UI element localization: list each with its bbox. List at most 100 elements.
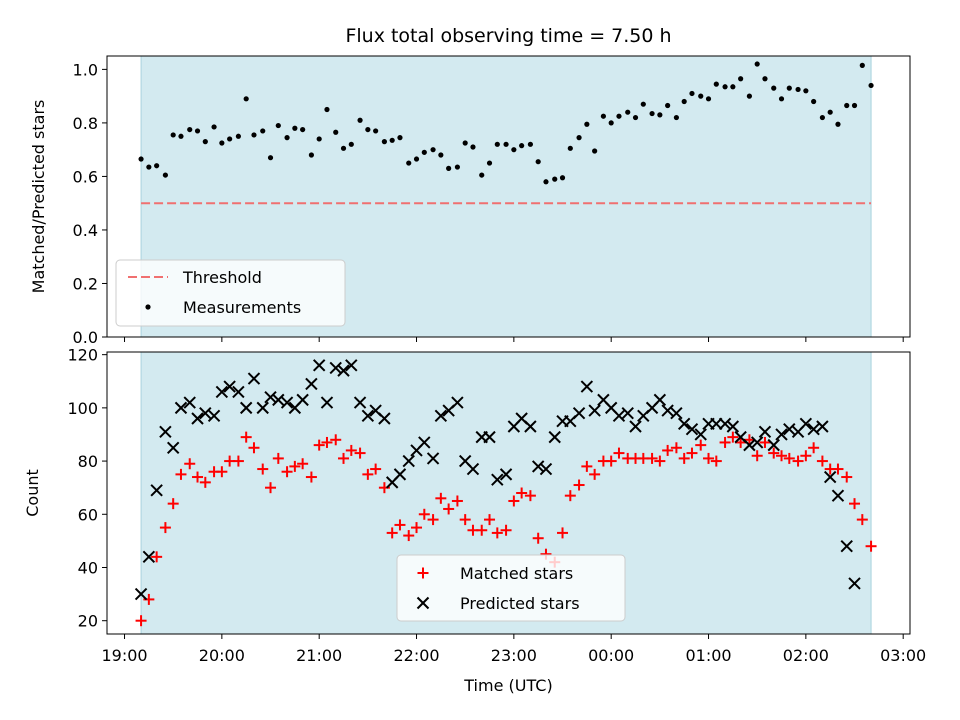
predicted-star-point-b bbox=[215, 385, 229, 399]
matched-star-point bbox=[135, 615, 147, 627]
predicted-star-point bbox=[848, 577, 861, 590]
matched-star-point bbox=[743, 434, 755, 446]
measurement-point bbox=[413, 156, 420, 162]
matched-star-point bbox=[394, 519, 406, 531]
matched-star-point bbox=[321, 436, 333, 448]
matched-star-point bbox=[589, 468, 601, 480]
matched-star-point bbox=[192, 471, 204, 483]
predicted-star-point bbox=[305, 377, 318, 391]
predicted-star-point bbox=[256, 401, 269, 415]
matched-star-point bbox=[199, 476, 211, 488]
matched-star-point bbox=[759, 436, 771, 448]
predicted-star-point-b bbox=[621, 406, 634, 420]
measurement-point bbox=[503, 141, 509, 147]
matched-star-point bbox=[345, 444, 357, 456]
predicted-star-point-b bbox=[726, 420, 740, 433]
measurement-point bbox=[868, 82, 874, 89]
matched-star-point bbox=[849, 498, 861, 510]
predicted-star-point-b bbox=[807, 422, 820, 436]
predicted-star-point-b bbox=[799, 417, 813, 431]
predicted-star-point-b bbox=[174, 401, 188, 415]
measurement-point bbox=[649, 110, 655, 117]
measurement-point bbox=[657, 112, 663, 118]
predicted-star-point-b bbox=[369, 404, 382, 417]
measurement-point bbox=[844, 102, 850, 109]
matched-star-point bbox=[500, 524, 512, 536]
predicted-star-point-b bbox=[661, 404, 674, 417]
measurement-point bbox=[267, 155, 274, 161]
matched-star-point bbox=[532, 532, 544, 544]
measurement-point bbox=[275, 122, 281, 129]
matched-star-point bbox=[865, 540, 877, 552]
predicted-star-point bbox=[548, 430, 561, 444]
measurement-point bbox=[665, 102, 671, 109]
matched-star-point bbox=[856, 514, 868, 526]
predicted-star-point-b bbox=[524, 420, 537, 433]
matched-star-point bbox=[710, 455, 722, 467]
measurement-point bbox=[681, 98, 687, 105]
predicted-star-point bbox=[215, 385, 229, 399]
measurement-point bbox=[479, 172, 485, 178]
top-legend: Threshold Measurements bbox=[115, 259, 346, 327]
predicted-star-point-b bbox=[677, 417, 691, 431]
matched-star-point bbox=[386, 527, 398, 539]
predicted-star-point-b bbox=[134, 587, 148, 601]
measurement-point bbox=[754, 61, 760, 67]
predicted-star-point bbox=[312, 359, 326, 372]
top-legend-box bbox=[115, 259, 346, 327]
predicted-star-point-b bbox=[466, 462, 480, 476]
predicted-star-point bbox=[223, 380, 236, 393]
matched-star-point bbox=[248, 442, 260, 454]
predicted-star-point bbox=[653, 393, 667, 407]
predicted-star-point bbox=[840, 540, 853, 553]
x-tick-label: 03:00 bbox=[880, 646, 926, 665]
predicted-star-point-b bbox=[199, 406, 212, 420]
matched-star-point bbox=[508, 495, 520, 507]
predicted-star-point bbox=[466, 462, 480, 476]
measurement-point bbox=[795, 86, 801, 93]
predicted-star-point-b bbox=[483, 430, 496, 444]
measurement-point bbox=[146, 164, 152, 170]
matched-star-point bbox=[832, 463, 844, 475]
matched-star-point bbox=[670, 442, 682, 454]
predicted-star-point bbox=[337, 364, 350, 377]
predicted-star-point bbox=[718, 417, 732, 431]
measurement-point bbox=[771, 85, 777, 91]
predicted-stars-points bbox=[134, 359, 861, 601]
predicted-star-point bbox=[483, 430, 496, 444]
matched-star-point bbox=[613, 447, 625, 459]
predicted-star-point bbox=[629, 420, 642, 433]
measurement-points bbox=[138, 61, 874, 185]
predicted-star-point bbox=[191, 412, 204, 425]
predicted-star-point bbox=[710, 417, 723, 431]
top-panel: 0.0 0.2 0.4 0.6 0.8 1.0 Flux total observing … bbox=[29, 25, 911, 347]
predicted-star-point bbox=[524, 420, 537, 433]
matched-star-point bbox=[305, 471, 317, 483]
measurement-point bbox=[625, 109, 631, 115]
measurement-point bbox=[219, 140, 225, 146]
measurement-point bbox=[446, 165, 452, 171]
predicted-star-point-b bbox=[159, 425, 172, 439]
predicted-star-point bbox=[345, 359, 358, 372]
bottom-y-tick-label: 100 bbox=[67, 399, 98, 418]
measurement-point bbox=[170, 132, 176, 138]
measurement-point bbox=[292, 125, 298, 131]
predicted-star-point-b bbox=[629, 420, 642, 433]
x-tick-label: 19:00 bbox=[101, 646, 147, 665]
predicted-star-point-b bbox=[345, 359, 358, 372]
matched-star-point bbox=[167, 498, 179, 510]
measurement-point bbox=[486, 160, 493, 166]
predicted-star-point-b bbox=[393, 468, 407, 481]
top-y-tick-label: 0.6 bbox=[73, 167, 98, 186]
matched-star-point bbox=[792, 455, 804, 467]
top-y-tick-label: 0.4 bbox=[73, 221, 98, 240]
matched-star-point bbox=[605, 455, 617, 467]
measurement-point bbox=[235, 133, 241, 139]
measurement-point bbox=[519, 143, 525, 149]
matched-star-point bbox=[151, 551, 163, 563]
predicted-star-point-b bbox=[767, 438, 780, 452]
predicted-star-point-b bbox=[337, 364, 350, 377]
predicted-star-point-b bbox=[653, 393, 667, 407]
matched-star-point bbox=[184, 458, 196, 470]
predicted-star-point-b bbox=[694, 428, 707, 441]
